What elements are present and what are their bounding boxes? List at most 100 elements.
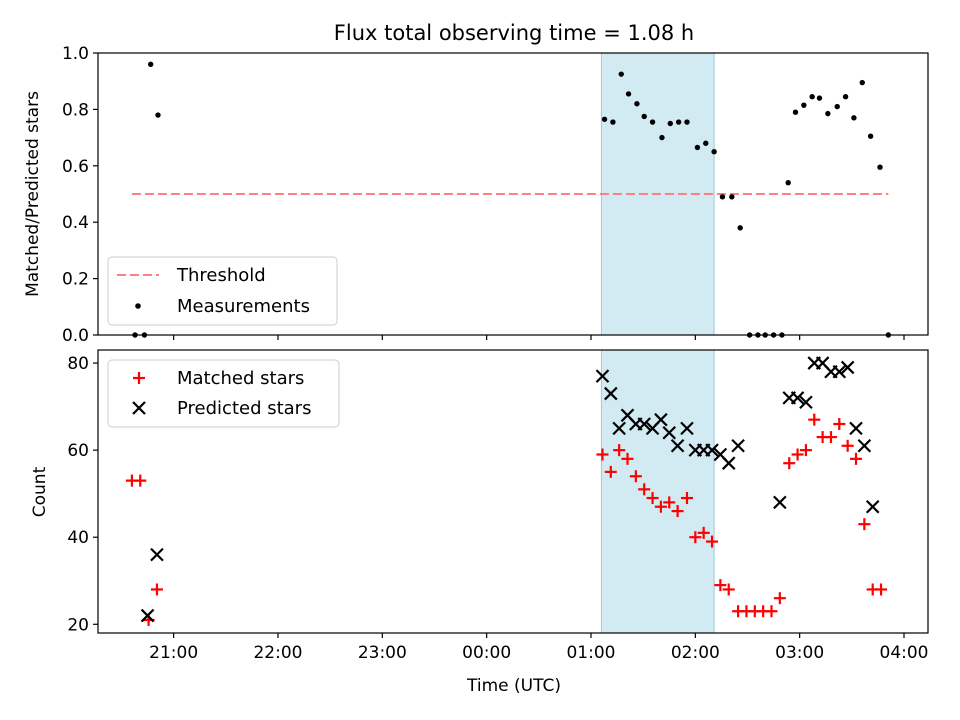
predicted-star-point [840, 360, 855, 375]
matched-star-point [680, 492, 693, 505]
count-legend-box [107, 359, 340, 428]
predicted-star-point [731, 439, 745, 453]
threshold-legend-label: Threshold [176, 265, 266, 286]
matched-star-point [824, 431, 837, 444]
matched-star-point [697, 526, 710, 539]
matched-star-point [604, 465, 617, 478]
x-tick-label: 03:00 [775, 643, 824, 663]
count-highlight-span [600, 349, 715, 634]
measurement-point [667, 120, 673, 127]
count-y-tick-label: 60 [67, 441, 89, 461]
matched-legend-label: Matched stars [177, 368, 304, 389]
measurement-point [601, 116, 608, 122]
ratio-y-axis-label: Matched/Predicted stars [23, 91, 43, 297]
matched-star-point [638, 483, 651, 496]
predicted-star-point [680, 421, 694, 436]
predicted-star-point [799, 395, 813, 410]
ratio-y-tick-label: 0.6 [62, 157, 89, 177]
matched-legend-icon [133, 372, 145, 384]
predicted-star-point [773, 495, 787, 510]
measurement-point [851, 115, 857, 121]
predicted-star-point [604, 386, 618, 401]
x-tick-label: 23:00 [358, 643, 407, 663]
matched-star-point [791, 448, 804, 461]
measurement-point [694, 144, 701, 151]
ratio-panel: 0.0 0.2 0.4 0.6 0.8 1.0 Matched/Predicted sta… [23, 44, 929, 346]
predicted-star-point [662, 425, 677, 440]
measurement-point [719, 194, 726, 200]
predicted-star-point [857, 439, 872, 453]
matched-star-point [833, 418, 846, 431]
matched-star-point [875, 583, 888, 596]
ratio-y-tick-label: 0.2 [62, 270, 89, 290]
x-axis-label: Time (UTC) [466, 676, 561, 696]
predicted-star-points [140, 356, 880, 623]
measurement-point [610, 119, 616, 125]
matched-star-point [841, 439, 854, 452]
matched-star-point [629, 470, 642, 483]
ratio-y-tick-label: 0.0 [62, 326, 89, 346]
measurement-point [625, 91, 632, 97]
count-x-ticks: 21:00 22:00 23:00 00:00 01:00 02:00 03:00 04:00 [149, 633, 929, 663]
x-tick-label: 04:00 [880, 643, 929, 663]
count-y-ticks: 20 40 60 80 [67, 354, 98, 635]
ratio-y-tick-label: 1.0 [62, 44, 89, 64]
measurement-point [859, 79, 865, 86]
measurement-point [785, 180, 791, 186]
measurement-point [634, 101, 640, 107]
predicted-star-point [150, 547, 164, 562]
count-y-tick-label: 20 [67, 615, 89, 635]
count-axes-frame [97, 349, 929, 634]
count-y-axis-label: Count [30, 466, 50, 517]
measurement-point [675, 119, 682, 125]
x-tick-label: 00:00 [462, 643, 511, 663]
measurement-point [618, 71, 624, 77]
measurement-point [659, 134, 665, 141]
ratio-y-tick-label: 0.8 [62, 100, 89, 120]
predicted-star-point [595, 369, 610, 383]
measurement-point [641, 113, 647, 120]
matched-star-point [621, 452, 634, 465]
measurement-point [737, 225, 743, 231]
matched-star-points [125, 413, 888, 626]
predicted-star-point [705, 443, 719, 457]
predicted-legend-icon [132, 401, 146, 415]
matched-star-point [646, 492, 659, 505]
measurement-point [867, 133, 874, 139]
predicted-star-point [670, 439, 685, 453]
count-panel: 20 40 60 80 21:00 22:00 23:00 00:00 01:00 02:00 0… [30, 349, 929, 696]
matched-star-point [714, 579, 727, 592]
predicted-star-point [832, 364, 847, 379]
matched-star-point [654, 500, 667, 513]
predicted-star-point [849, 421, 863, 436]
measurement-point [684, 119, 690, 125]
predicted-star-point [865, 499, 880, 514]
count-y-tick-label: 40 [67, 528, 89, 548]
measurement-point [809, 94, 815, 100]
measurement-points [132, 61, 892, 338]
matched-star-point [773, 592, 786, 605]
ratio-y-ticks: 0.0 0.2 0.4 0.6 0.8 1.0 [62, 44, 98, 346]
predicted-star-point [790, 391, 805, 405]
measurement-point [825, 110, 831, 117]
measurement-point [711, 149, 717, 155]
ratio-legend-box [107, 256, 338, 326]
measurement-point [729, 194, 735, 200]
measurement-point [842, 94, 849, 100]
measurement-point [877, 164, 883, 170]
measurement-point [703, 140, 709, 146]
predicted-star-point [637, 417, 651, 431]
measurements-legend-icon [135, 303, 141, 309]
count-y-tick-label: 80 [67, 354, 89, 374]
matched-star-point [134, 474, 147, 487]
matched-star-point [722, 583, 735, 596]
matched-star-point [799, 444, 812, 457]
measurement-point [649, 119, 656, 125]
measurement-point [147, 61, 154, 67]
measurement-point [816, 95, 823, 101]
x-tick-label: 02:00 [671, 643, 720, 663]
measurement-point [792, 109, 799, 115]
matched-star-point [850, 452, 863, 465]
matched-star-point [689, 531, 702, 544]
matched-star-point [150, 583, 163, 596]
